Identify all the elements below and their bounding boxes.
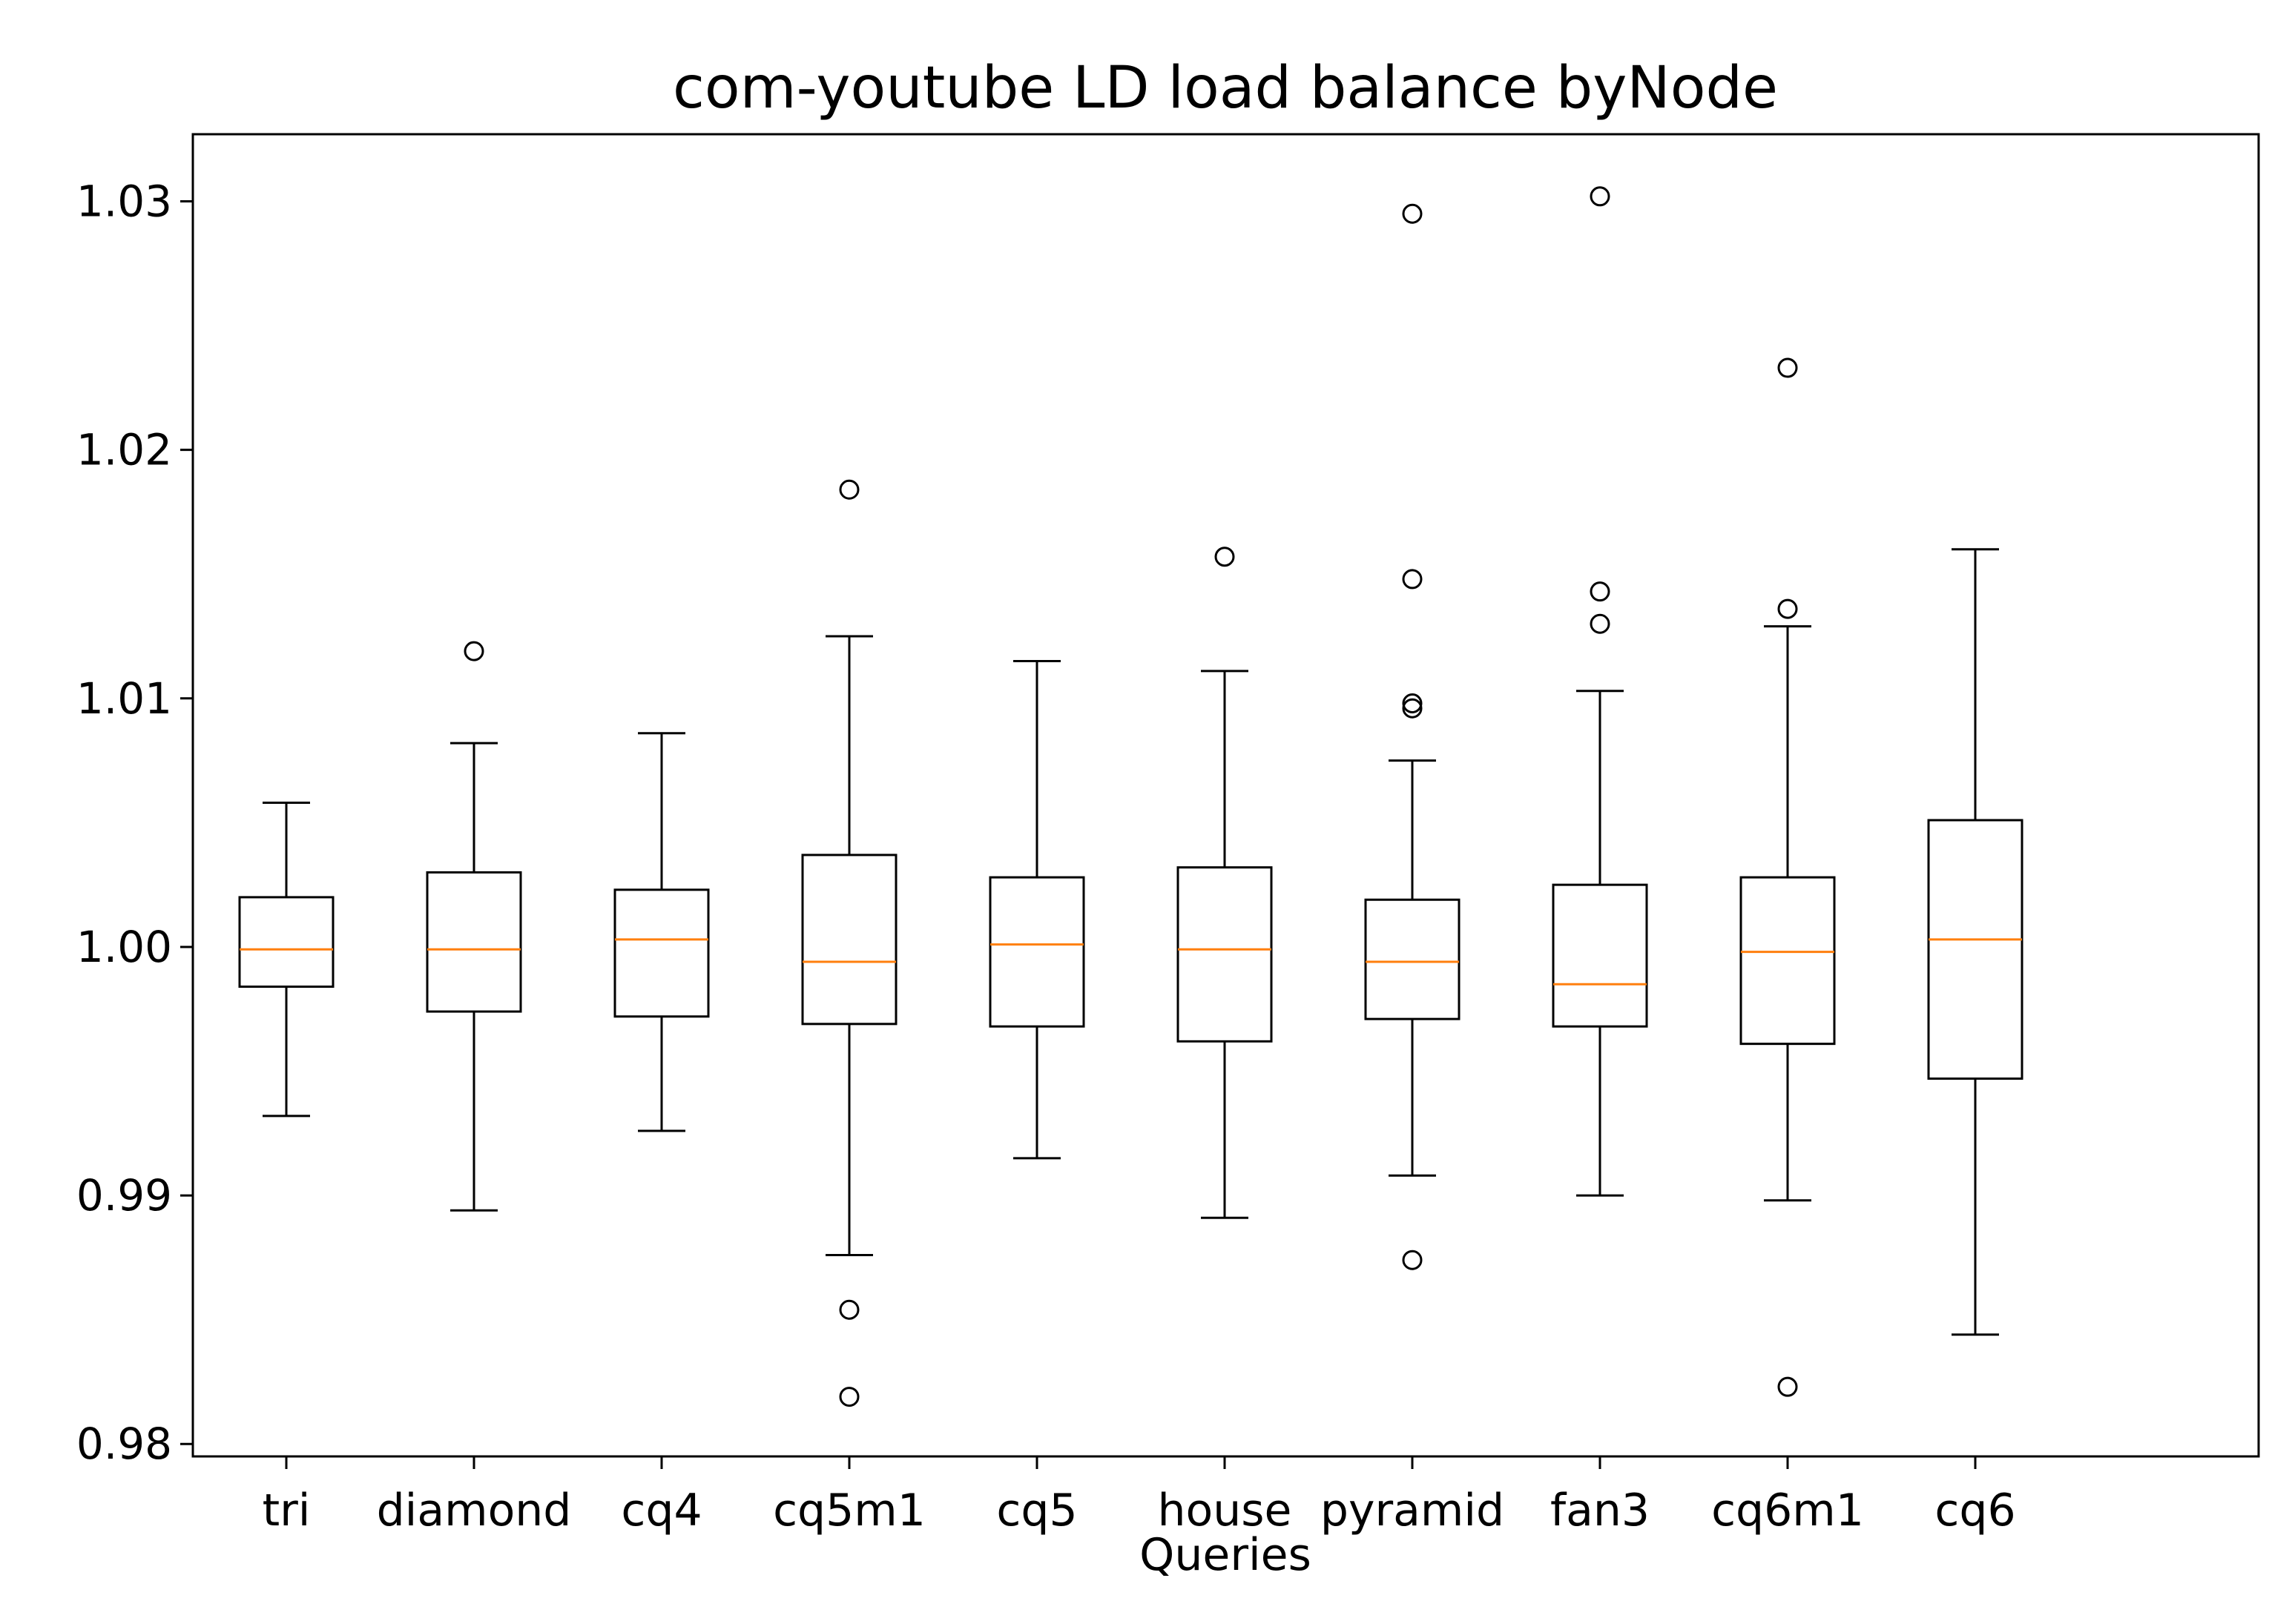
box-house [1176, 547, 1273, 1219]
outlier-point [839, 1299, 860, 1320]
iqr-box [1364, 898, 1461, 1020]
x-axis: tri diamond cq4 cq5m1 cq5 house pyramid fan3 cq6… [263, 1456, 2016, 1536]
iqr-box [1927, 819, 2023, 1080]
outlier-point [1590, 613, 1610, 634]
box-cq6 [1927, 548, 2023, 1336]
outlier-point [1402, 569, 1423, 590]
y-axis: 0.98 0.99 1.00 1.01 1.02 1.03 [76, 176, 193, 1469]
chart-title: com-youtube LD load balance byNode [673, 55, 1778, 122]
plot-area [238, 186, 2023, 1407]
x-tick-label: cq6 [1934, 1485, 2015, 1536]
box-cq5m1 [801, 479, 898, 1407]
outlier-point [1590, 581, 1610, 602]
iqr-box [801, 854, 898, 1026]
box-cq6m1 [1739, 357, 1836, 1397]
box-fan3 [1552, 186, 1648, 1197]
iqr-box [613, 888, 710, 1018]
x-tick-label: diamond [377, 1485, 572, 1536]
outlier-point [1402, 1250, 1423, 1270]
outlier-point [839, 479, 860, 500]
x-tick-label: cq5 [996, 1485, 1077, 1536]
x-tick-label: tri [263, 1485, 311, 1536]
iqr-box [1739, 876, 1836, 1046]
outlier-point [1402, 203, 1423, 224]
outlier-point [1402, 698, 1423, 719]
outlier-point [1590, 186, 1610, 207]
x-tick-label: pyramid [1320, 1485, 1504, 1536]
y-tick-label: 0.98 [76, 1419, 172, 1469]
outlier-point [1214, 547, 1235, 567]
x-tick-label: cq5m1 [773, 1485, 926, 1536]
iqr-box [238, 896, 335, 988]
iqr-box [1176, 866, 1273, 1043]
box-cq5 [989, 660, 1085, 1160]
iqr-box [989, 876, 1085, 1028]
x-tick-label: cq6m1 [1711, 1485, 1864, 1536]
iqr-box [426, 871, 522, 1013]
box-tri [238, 802, 335, 1118]
y-tick-label: 1.02 [76, 425, 172, 475]
box-diamond [426, 641, 522, 1212]
outlier-point [464, 641, 484, 661]
y-tick-label: 1.00 [76, 922, 172, 972]
box-cq4 [613, 732, 710, 1132]
x-tick-label: house [1158, 1485, 1292, 1536]
x-axis-label: Queries [1139, 1529, 1311, 1581]
outlier-point [1777, 598, 1798, 619]
y-tick-label: 1.03 [76, 176, 172, 226]
outlier-point [1402, 693, 1423, 713]
outlier-point [839, 1387, 860, 1407]
box-pyramid [1364, 203, 1461, 1270]
x-tick-label: fan3 [1550, 1485, 1650, 1536]
iqr-box [1552, 883, 1648, 1028]
x-tick-label: cq4 [621, 1485, 702, 1536]
outlier-point [1777, 1376, 1798, 1397]
outlier-point [1777, 357, 1798, 378]
y-tick-label: 1.01 [76, 673, 172, 724]
y-tick-label: 0.99 [76, 1170, 172, 1221]
